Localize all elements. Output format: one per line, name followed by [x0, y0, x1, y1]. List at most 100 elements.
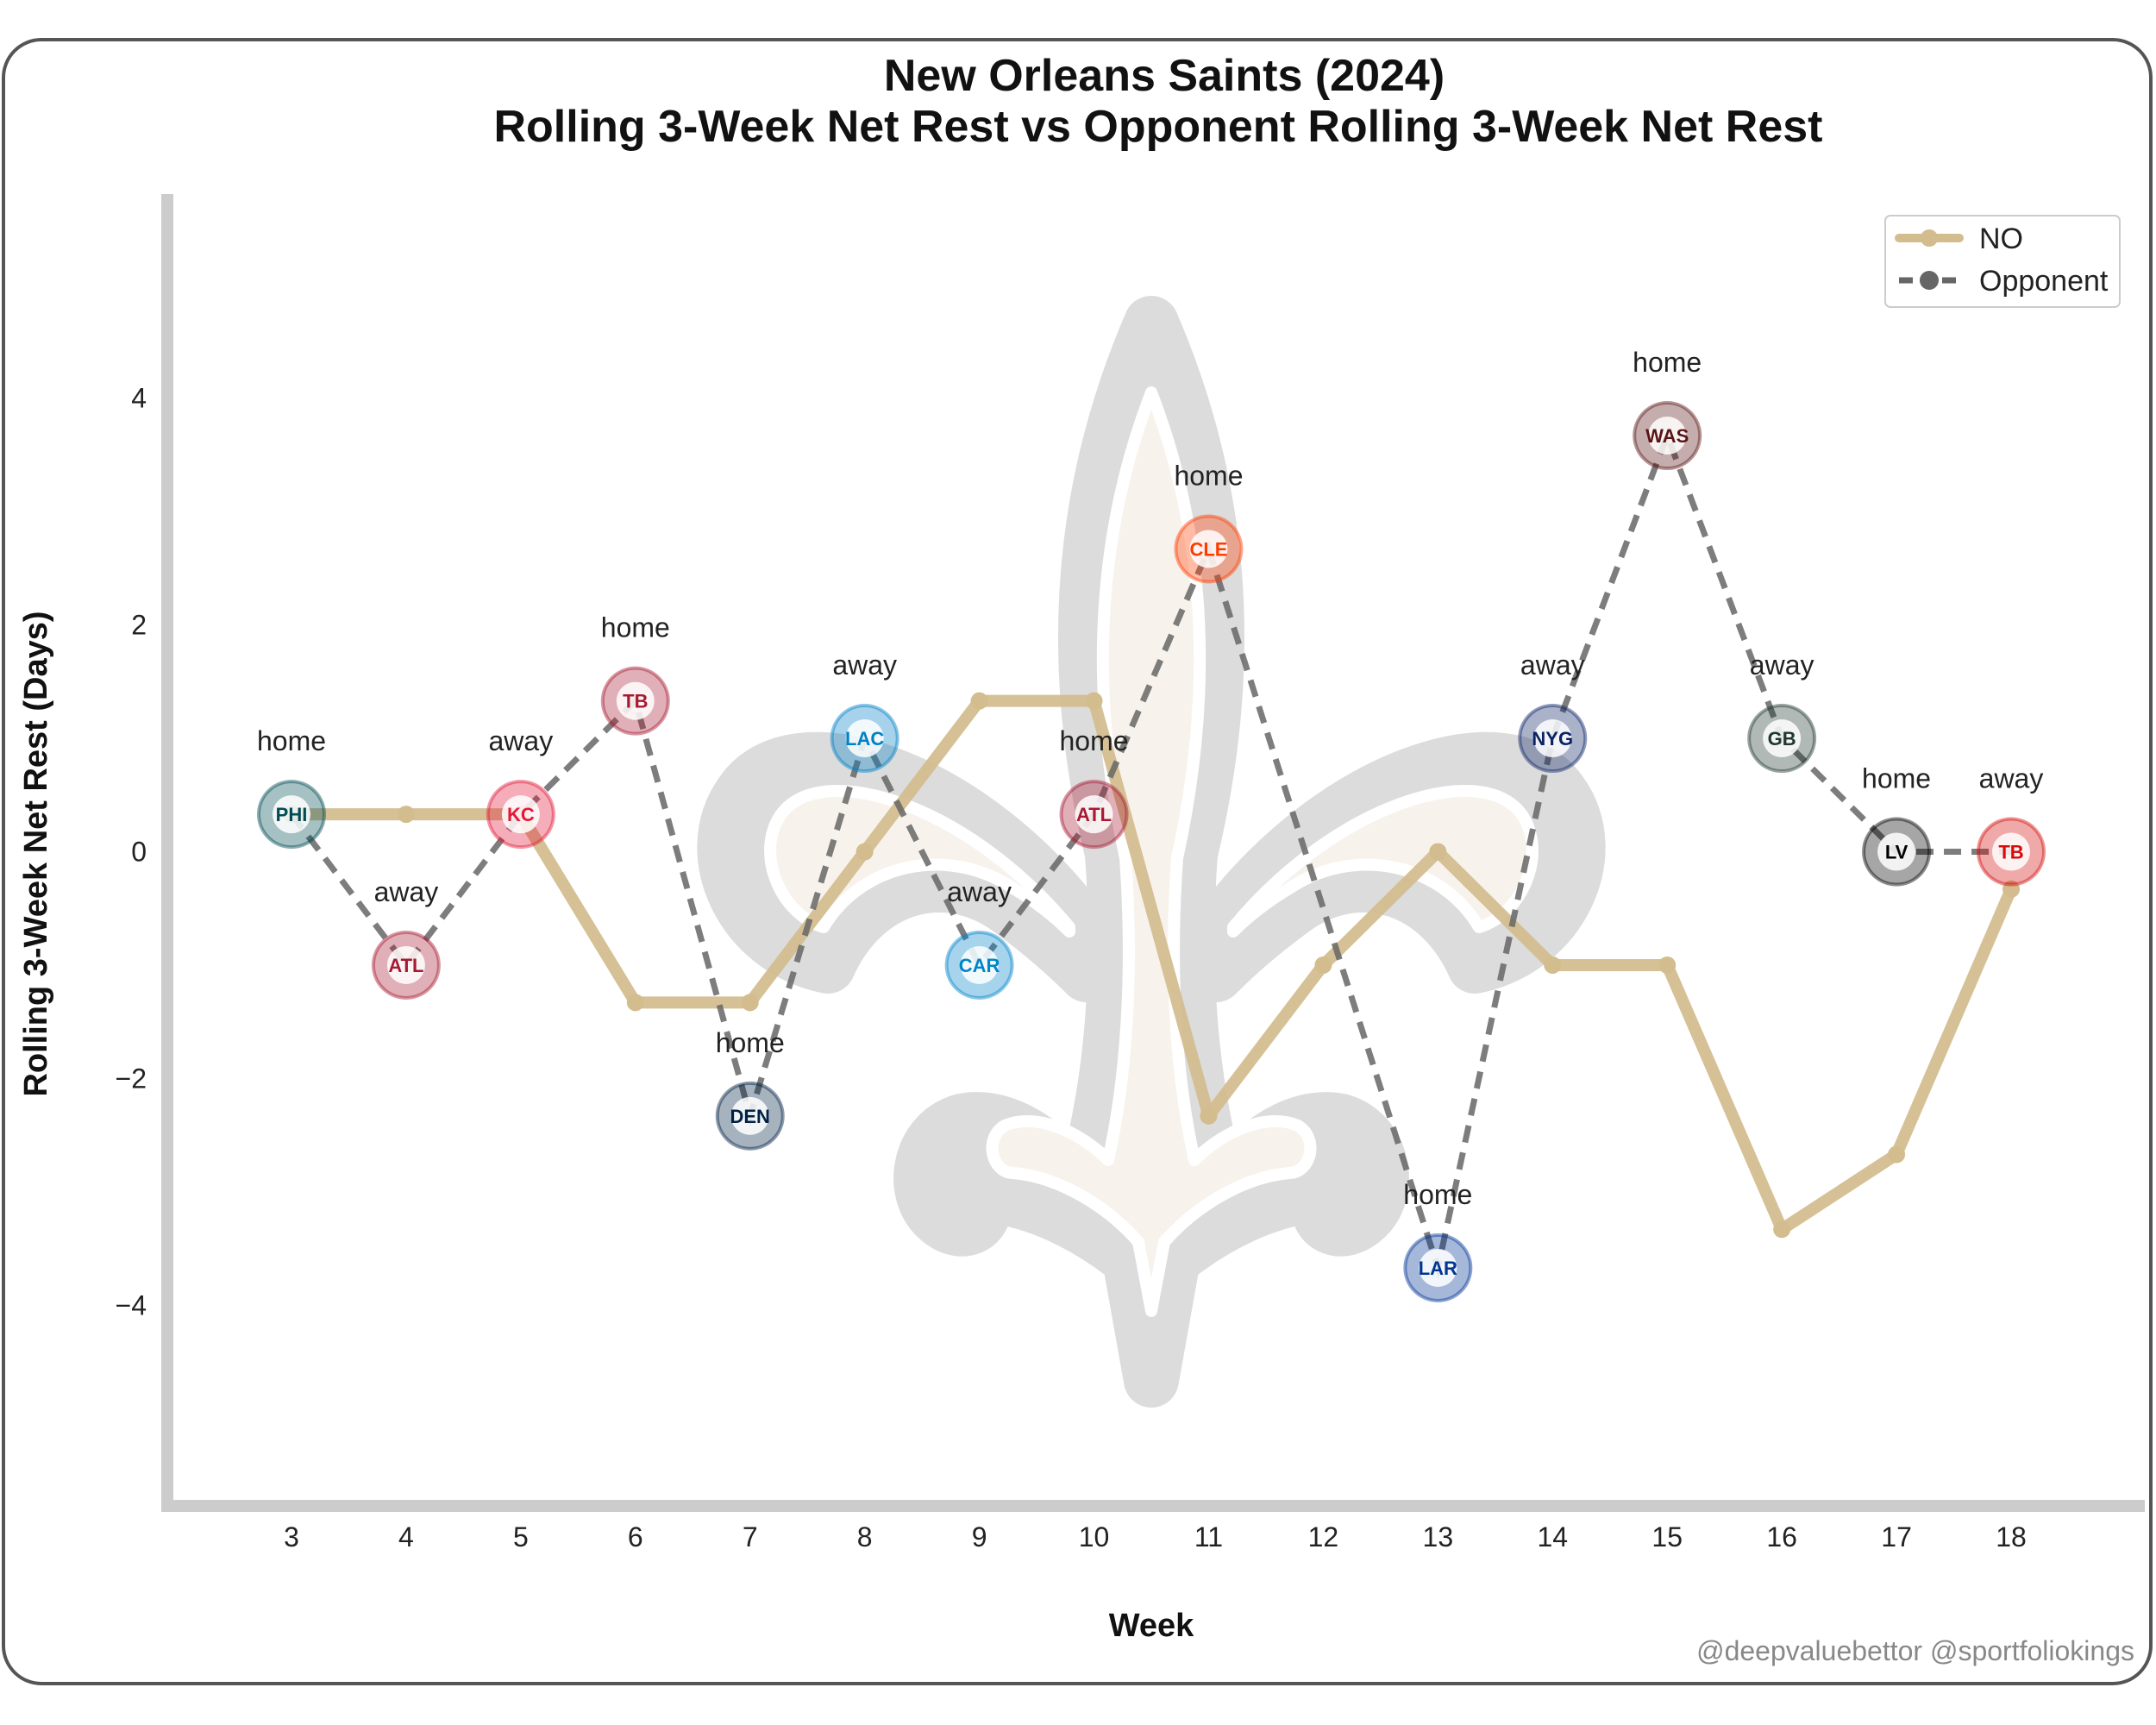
- x-tick-label: 17: [1881, 1521, 1912, 1552]
- team-logo-inner: [1533, 719, 1572, 758]
- y-axis-label: Rolling 3-Week Net Rest (Days): [18, 611, 54, 1096]
- team-logo-inner: [1075, 795, 1113, 834]
- team-logo-inner: [1419, 1248, 1457, 1287]
- opponent-logo-marker: DEN: [715, 1081, 785, 1151]
- no-data-point: [1429, 843, 1447, 861]
- opponent-logo-marker: LAR: [1403, 1233, 1473, 1302]
- x-tick-label: 14: [1537, 1521, 1568, 1552]
- team-logo-inner: [730, 1096, 769, 1135]
- y-axis-spine: [161, 194, 173, 1512]
- legend-no-label: NO: [1979, 223, 2023, 255]
- team-abbreviation: LAC: [845, 728, 884, 750]
- opponent-logo-marker: PHI: [257, 780, 326, 850]
- opponent-logo-marker: CAR: [944, 930, 1014, 1000]
- opponent-logo-marker: TB: [1977, 817, 2046, 887]
- opponent-logo-marker: LV: [1862, 817, 1932, 887]
- x-tick-label: 5: [513, 1521, 529, 1552]
- no-data-point: [1544, 956, 1562, 974]
- x-tick-label: 12: [1308, 1521, 1339, 1552]
- y-tick-label: 4: [131, 383, 147, 414]
- team-abbreviation: GB: [1768, 728, 1796, 750]
- opponent-logo-marker: GB: [1747, 704, 1817, 774]
- chart-title: New Orleans Saints (2024): [884, 51, 1445, 101]
- no-data-point: [1888, 1145, 1906, 1164]
- no-data-point: [1658, 956, 1677, 974]
- location-annotation: away: [374, 876, 439, 907]
- location-annotations: home away away home home away away home home home…: [257, 347, 2043, 1210]
- location-annotation: away: [1750, 649, 1814, 681]
- team-logo-inner: [1648, 417, 1687, 455]
- x-tick-label: 13: [1423, 1521, 1454, 1552]
- team-abbreviation: LAR: [1419, 1258, 1457, 1279]
- opponent-logo-marker: NYG: [1518, 704, 1588, 774]
- x-tick-label: 6: [628, 1521, 643, 1552]
- no-data-point: [2002, 880, 2020, 898]
- team-logo-inner: [1877, 832, 1916, 871]
- x-tick-label: 11: [1194, 1521, 1223, 1552]
- x-tick-label: 8: [857, 1521, 873, 1552]
- team-logo-inner: [845, 719, 884, 758]
- x-tick-label: 9: [972, 1521, 987, 1552]
- no-data-point: [1085, 692, 1103, 710]
- opponent-logo-marker: LAC: [830, 704, 899, 774]
- team-abbreviation: NYG: [1532, 728, 1573, 750]
- team-abbreviation: CLE: [1189, 538, 1227, 560]
- team-abbreviation: PHI: [276, 804, 308, 825]
- location-annotation: home: [1403, 1179, 1472, 1210]
- fleur-de-lis-icon: [697, 296, 1606, 1408]
- y-tick-label: 2: [131, 610, 147, 641]
- team-logo-inner: [1992, 832, 2030, 871]
- y-tick-label: −4: [116, 1289, 147, 1320]
- x-tick-label: 10: [1079, 1521, 1110, 1552]
- team-logo-inner: [1763, 719, 1802, 758]
- opponent-logo-marker: ATL: [1059, 780, 1129, 850]
- no-data-point: [741, 994, 759, 1012]
- team-abbreviation: ATL: [1076, 804, 1112, 825]
- x-tick-label: 4: [398, 1521, 414, 1552]
- location-annotation: away: [1520, 649, 1585, 681]
- location-annotation: home: [716, 1027, 785, 1058]
- series-opponent: PHI ATL KC TB DEN LAC CAR ATL CLE LAR NYG WAS GB LV TB: [257, 401, 2046, 1302]
- chart-frame: [2, 38, 2153, 1685]
- no-data-point: [1773, 1220, 1791, 1239]
- team-logo-inner: [1189, 530, 1228, 568]
- team-logo-inner: [616, 681, 655, 720]
- legend-no-marker: [1921, 229, 1938, 247]
- x-tick-label: 3: [284, 1521, 299, 1552]
- team-abbreviation: LV: [1885, 842, 1908, 863]
- team-logo-inner: [960, 945, 999, 984]
- team-abbreviation: ATL: [388, 955, 423, 976]
- team-abbreviation: WAS: [1645, 425, 1689, 447]
- no-data-point: [856, 843, 874, 861]
- chart-subtitle: Rolling 3-Week Net Rest vs Opponent Roll…: [493, 102, 1822, 152]
- y-tick-labels: −4 −2 0 2 4: [116, 383, 147, 1321]
- x-tick-labels: 3 4 5 6 7 8 9 10 11 12 13 14 15 16 17 18: [284, 1521, 2027, 1552]
- team-logo-inner: [273, 795, 310, 834]
- legend-opponent-marker: [1920, 271, 1939, 290]
- location-annotation: home: [1060, 725, 1129, 756]
- no-data-point: [1314, 956, 1332, 974]
- no-series-line: [285, 694, 2017, 1236]
- team-abbreviation: DEN: [730, 1106, 770, 1127]
- team-abbreviation: CAR: [959, 955, 1000, 976]
- y-tick-label: 0: [131, 837, 147, 868]
- opponent-logo-marker: TB: [600, 666, 670, 736]
- location-annotation: away: [947, 876, 1012, 907]
- x-axis-label: Week: [1109, 1608, 1194, 1644]
- no-data-point: [397, 806, 415, 824]
- team-abbreviation: TB: [1998, 842, 2023, 863]
- location-annotation: home: [1633, 347, 1702, 378]
- legend-opponent-label: Opponent: [1979, 265, 2109, 298]
- team-logo-inner: [501, 795, 540, 834]
- team-logo-inner: [386, 945, 425, 984]
- location-annotation: home: [601, 612, 670, 643]
- location-annotation: home: [257, 725, 326, 756]
- x-tick-label: 16: [1766, 1521, 1797, 1552]
- team-abbreviation: TB: [623, 691, 648, 712]
- legend: NO Opponent: [1884, 215, 2121, 308]
- x-tick-label: 15: [1651, 1521, 1683, 1552]
- opponent-logo-marker: CLE: [1174, 514, 1244, 584]
- x-axis-spine: [161, 1500, 2145, 1512]
- team-abbreviation: KC: [507, 804, 535, 825]
